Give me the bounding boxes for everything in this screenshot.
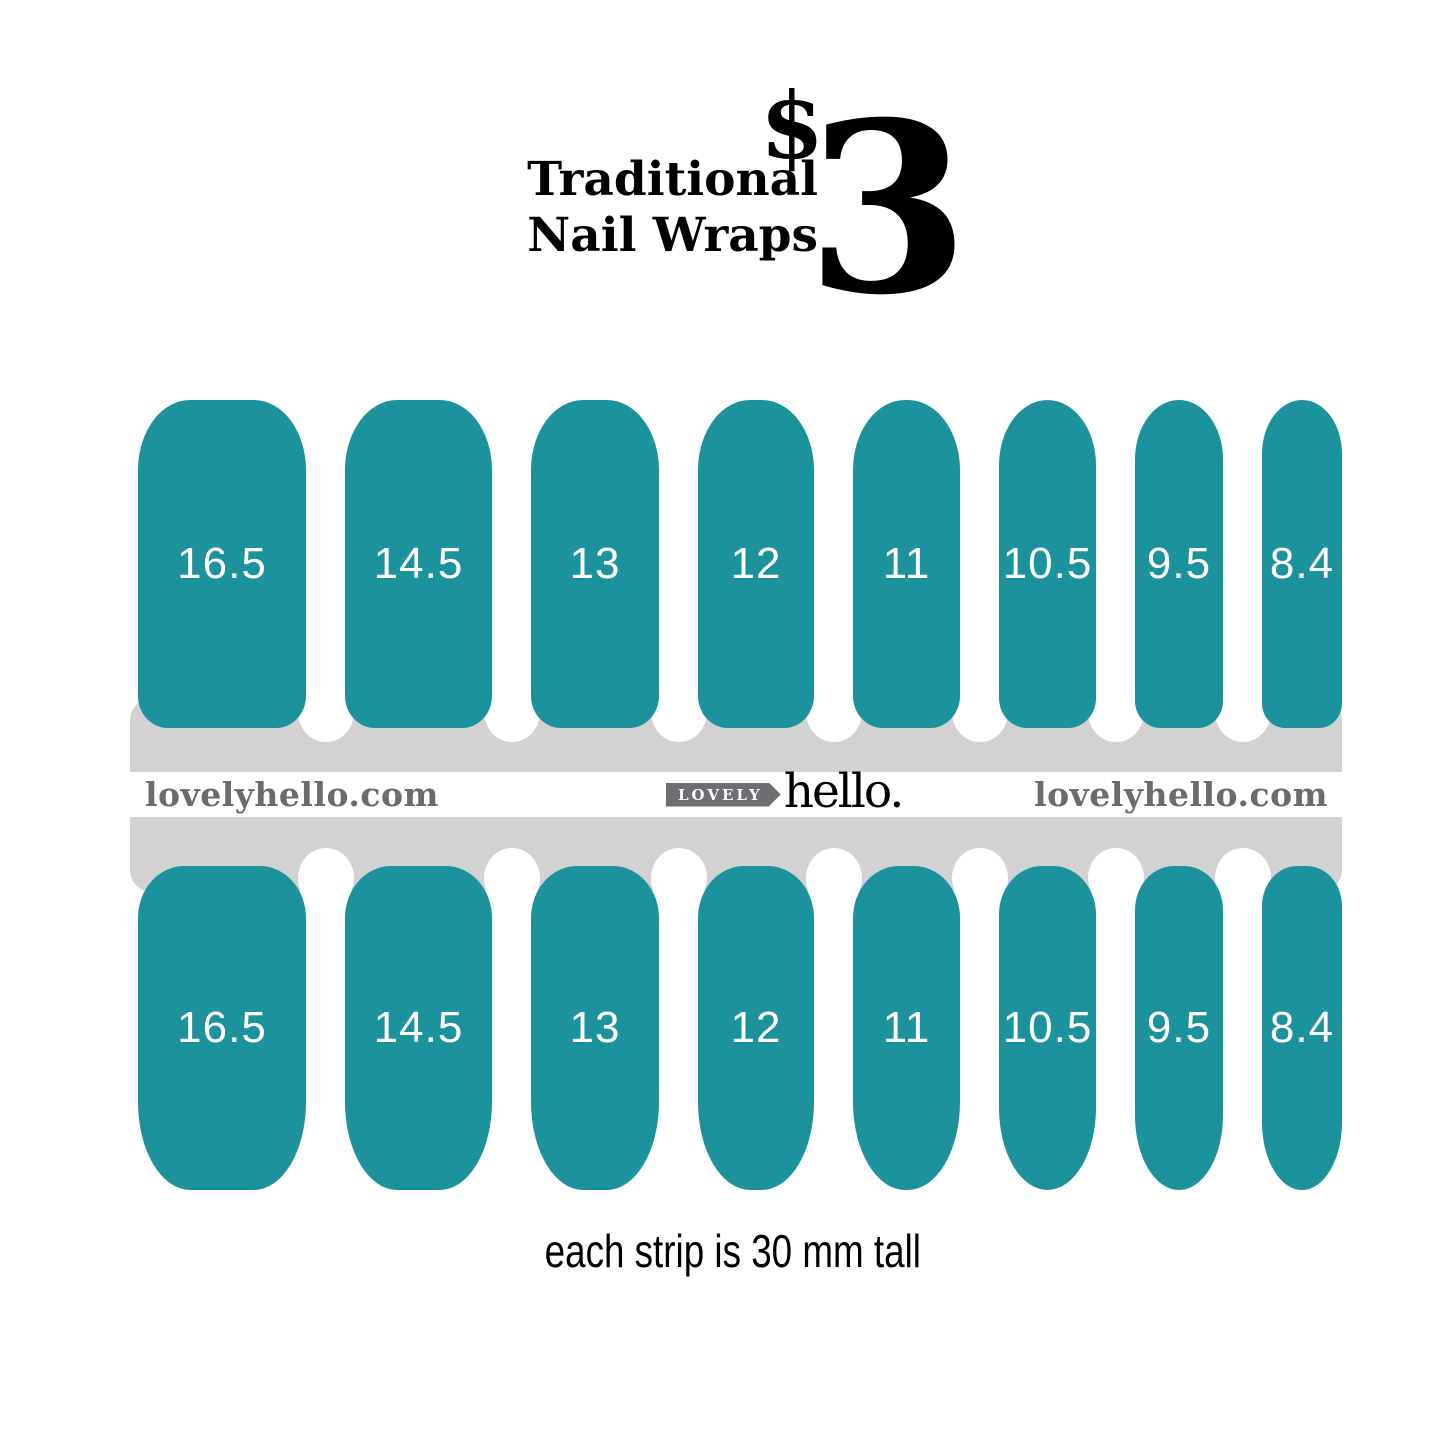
nail-size-label: 16.5 [177,539,267,588]
scallop-cutout [1215,848,1271,908]
nail-size-label: 13 [569,1003,621,1052]
nail-size-label: 14.5 [373,539,464,588]
nail-wrap-bottom: 14.5 [345,866,492,1190]
nail-wrap-bottom: 8.4 [1262,866,1342,1190]
logo-badge: LOVELY [666,783,781,807]
nail-wrap-bottom: 16.5 [138,866,306,1190]
nail-wrap-top: 8.4 [1262,400,1342,728]
nail-size-label: 9.5 [1146,1003,1212,1052]
scallop-cutout [298,848,354,908]
nail-size-label: 12 [730,539,782,588]
scallop-cutout [1088,848,1144,908]
nail-wrap-top: 11 [853,400,960,728]
logo-wordmark: hello. [783,764,905,819]
nail-wrap-bottom: 11 [853,866,960,1190]
title-line-1: Traditional [527,152,818,207]
nail-wrap-bottom: 13 [531,866,659,1190]
scallop-cutout [651,682,707,742]
nail-size-label: 11 [882,1003,931,1052]
lovely-hello-logo: LOVELY hello. [666,768,904,817]
nail-wrap-bottom: 10.5 [999,866,1096,1190]
nail-size-label: 13 [569,539,621,588]
website-url-right: lovelyhello.com [1034,775,1328,814]
nail-size-label: 12 [730,1003,782,1052]
title-line-2: Nail Wraps [527,208,818,263]
scallop-cutout [484,682,540,742]
nail-size-label: 9.5 [1146,539,1212,588]
nail-wrap-top: 9.5 [1135,400,1223,728]
nail-wrap-bottom: 9.5 [1135,866,1223,1190]
scallop-cutout [484,848,540,908]
nail-size-label: 10.5 [1002,1003,1093,1052]
scallop-cutout [952,682,1008,742]
price-currency: $ [760,72,825,180]
scallop-cutout [1088,682,1144,742]
scallop-cutout [952,848,1008,908]
scallop-cutout [806,682,862,742]
nail-wrap-bottom: 12 [698,866,814,1190]
strip-height-note: each strip is 30 mm tall [544,1225,921,1277]
nail-size-label: 14.5 [373,1003,464,1052]
product-title: Traditional Nail Wraps [430,152,818,264]
price-amount: 3 [806,71,970,347]
scallop-cutout [1215,682,1271,742]
nail-size-label: 16.5 [177,1003,267,1052]
nail-wrap-top: 12 [698,400,814,728]
website-url-left: lovelyhello.com [145,775,439,814]
nail-wrap-top: 10.5 [999,400,1096,728]
nail-size-label: 10.5 [1002,539,1093,588]
nail-size-label: 11 [882,539,931,588]
nail-wrap-top: 14.5 [345,400,492,728]
nail-size-label: 8.4 [1269,539,1335,588]
scallop-cutout [806,848,862,908]
scallop-cutout [298,682,354,742]
nail-wrap-top: 13 [531,400,659,728]
scallop-cutout [651,848,707,908]
nail-wrap-top: 16.5 [138,400,306,728]
nail-size-label: 8.4 [1269,1003,1335,1052]
